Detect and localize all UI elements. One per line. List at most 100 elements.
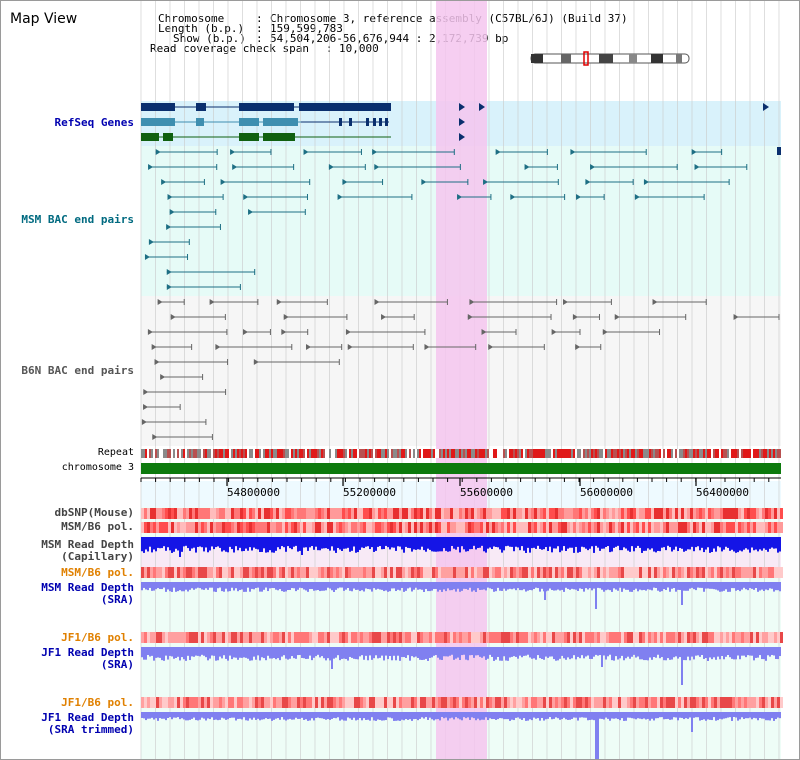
gene-exon[interactable] xyxy=(196,118,204,126)
gene-exon[interactable] xyxy=(373,118,376,126)
gene-exon[interactable] xyxy=(239,118,259,126)
bac-end-marker[interactable] xyxy=(563,299,569,305)
bac-end-marker[interactable] xyxy=(381,314,387,320)
gene-exon[interactable] xyxy=(141,133,159,141)
refseq-genes[interactable] xyxy=(141,103,781,155)
gene-exon[interactable] xyxy=(777,147,781,155)
bac-end-marker[interactable] xyxy=(524,164,530,170)
bac-end-marker[interactable] xyxy=(248,209,254,215)
bac-end-marker[interactable] xyxy=(570,149,576,155)
bac-end-marker[interactable] xyxy=(147,329,153,335)
bac-end-marker[interactable] xyxy=(166,224,172,230)
bac-end-marker[interactable] xyxy=(694,164,700,170)
gene-arrow[interactable] xyxy=(459,103,465,111)
bac-end-marker[interactable] xyxy=(495,149,501,155)
bac-end-marker[interactable] xyxy=(488,344,494,350)
b6n-bac-pairs[interactable] xyxy=(141,299,780,440)
bac-end-marker[interactable] xyxy=(572,314,578,320)
bac-end-marker[interactable] xyxy=(643,179,649,185)
bac-end-marker[interactable] xyxy=(652,299,658,305)
bac-end-marker[interactable] xyxy=(170,314,176,320)
msm-bac-track-label[interactable]: MSM BAC end pairs xyxy=(21,213,134,226)
bac-end-marker[interactable] xyxy=(152,434,158,440)
bac-end-marker[interactable] xyxy=(143,404,149,410)
bac-end-marker[interactable] xyxy=(576,194,582,200)
bac-end-marker[interactable] xyxy=(209,299,215,305)
bac-end-marker[interactable] xyxy=(154,359,160,365)
bac-end-marker[interactable] xyxy=(230,149,236,155)
bac-end-marker[interactable] xyxy=(305,344,311,350)
bac-end-marker[interactable] xyxy=(691,149,697,155)
bac-end-marker[interactable] xyxy=(141,419,147,425)
bac-end-marker[interactable] xyxy=(253,359,259,365)
bac-end-marker[interactable] xyxy=(303,149,309,155)
bac-end-marker[interactable] xyxy=(283,314,289,320)
bac-end-marker[interactable] xyxy=(232,164,238,170)
gene-exon[interactable] xyxy=(263,118,298,126)
bac-end-marker[interactable] xyxy=(421,179,427,185)
bac-end-marker[interactable] xyxy=(374,299,380,305)
bac-end-marker[interactable] xyxy=(483,179,489,185)
bac-end-marker[interactable] xyxy=(481,329,487,335)
bac-end-marker[interactable] xyxy=(424,344,430,350)
bac-end-marker[interactable] xyxy=(243,329,249,335)
bac-end-marker[interactable] xyxy=(151,344,157,350)
gene-exon[interactable] xyxy=(299,103,391,111)
bac-end-marker[interactable] xyxy=(467,314,473,320)
bac-end-marker[interactable] xyxy=(342,179,348,185)
bac-end-marker[interactable] xyxy=(733,314,739,320)
bac-end-marker[interactable] xyxy=(551,329,557,335)
gene-exon[interactable] xyxy=(366,118,369,126)
gene-exon[interactable] xyxy=(141,118,175,126)
gene-arrow[interactable] xyxy=(459,133,465,141)
gene-exon[interactable] xyxy=(339,118,342,126)
bac-end-marker[interactable] xyxy=(372,149,378,155)
bac-end-marker[interactable] xyxy=(602,329,608,335)
highlight-region[interactable] xyxy=(436,1,487,759)
gene-arrow[interactable] xyxy=(459,118,465,126)
bac-end-marker[interactable] xyxy=(614,314,620,320)
bac-end-marker[interactable] xyxy=(157,299,163,305)
bac-end-marker[interactable] xyxy=(220,179,226,185)
bac-end-marker[interactable] xyxy=(575,344,581,350)
bac-end-marker[interactable] xyxy=(457,194,463,200)
bac-end-marker[interactable] xyxy=(510,194,516,200)
gene-exon[interactable] xyxy=(239,133,259,141)
bac-end-marker[interactable] xyxy=(161,179,167,185)
bac-end-marker[interactable] xyxy=(281,329,287,335)
bac-end-marker[interactable] xyxy=(347,344,353,350)
bac-end-marker[interactable] xyxy=(160,374,166,380)
gene-exon[interactable] xyxy=(163,133,173,141)
bac-end-marker[interactable] xyxy=(634,194,640,200)
bac-end-marker[interactable] xyxy=(155,149,161,155)
gene-exon[interactable] xyxy=(141,103,175,111)
refseq-track-label[interactable]: RefSeq Genes xyxy=(54,116,134,129)
msm-bac-pairs[interactable] xyxy=(144,149,748,290)
gene-arrow[interactable] xyxy=(763,103,769,111)
bac-end-marker[interactable] xyxy=(148,239,154,245)
bac-end-marker[interactable] xyxy=(166,284,172,290)
bac-end-marker[interactable] xyxy=(276,299,282,305)
chromosome-ideogram[interactable] xyxy=(530,51,690,66)
bac-end-marker[interactable] xyxy=(215,344,221,350)
bac-end-marker[interactable] xyxy=(328,164,334,170)
bac-end-marker[interactable] xyxy=(169,209,175,215)
gene-exon[interactable] xyxy=(263,133,295,141)
bac-end-marker[interactable] xyxy=(167,194,173,200)
gene-exon[interactable] xyxy=(349,118,352,126)
bac-end-marker[interactable] xyxy=(585,179,591,185)
gene-exon[interactable] xyxy=(196,103,206,111)
gene-arrow[interactable] xyxy=(479,103,485,111)
gene-exon[interactable] xyxy=(379,118,382,126)
bac-end-marker[interactable] xyxy=(374,164,380,170)
bac-end-marker[interactable] xyxy=(144,254,150,260)
bac-end-marker[interactable] xyxy=(345,329,351,335)
bac-end-marker[interactable] xyxy=(143,389,149,395)
gene-exon[interactable] xyxy=(385,118,388,126)
bac-end-marker[interactable] xyxy=(166,269,172,275)
bac-end-marker[interactable] xyxy=(243,194,249,200)
bac-end-marker[interactable] xyxy=(337,194,343,200)
bac-end-marker[interactable] xyxy=(590,164,596,170)
gene-exon[interactable] xyxy=(239,103,294,111)
